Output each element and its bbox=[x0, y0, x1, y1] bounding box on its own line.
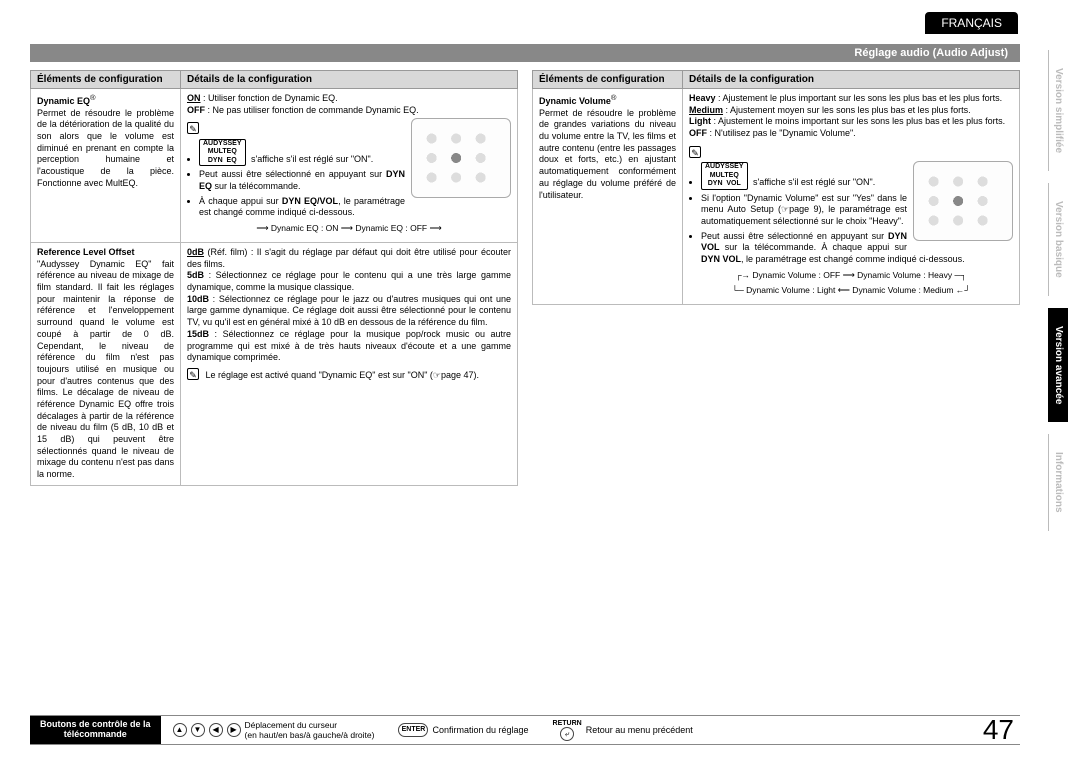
tab-advanced[interactable]: Version avancée bbox=[1048, 308, 1068, 422]
rlo-title: Reference Level Offset bbox=[37, 247, 135, 257]
deq-on: ON bbox=[187, 93, 201, 103]
cursor-desc: Déplacement du curseur bbox=[245, 720, 338, 730]
tab-information[interactable]: Informations bbox=[1048, 434, 1068, 531]
columns: Éléments de configuration Détails de la … bbox=[30, 70, 1020, 486]
th-details-r: Détails de la configuration bbox=[683, 71, 1020, 89]
deq-off-text: Ne pas utiliser fonction de commande Dyn… bbox=[213, 105, 419, 115]
rlo-foot: Le réglage est activé quand "Dynamic EQ"… bbox=[206, 370, 479, 380]
cursor-desc2: (en haut/en bas/à gauche/à droite) bbox=[245, 730, 375, 740]
deq-on-text: Utiliser fonction de Dynamic EQ. bbox=[208, 93, 338, 103]
left-key: ◀ bbox=[209, 723, 223, 737]
language-tab: FRANÇAIS bbox=[925, 12, 1018, 34]
audyssey-chip-2: AUDYSSEYMULTEQDYN VOL bbox=[701, 162, 748, 189]
note-icon-2: ✎ bbox=[187, 368, 199, 380]
return-label: RETURN bbox=[553, 720, 582, 727]
return-desc: Retour au menu précédent bbox=[586, 725, 693, 735]
th-items: Éléments de configuration bbox=[31, 71, 181, 89]
th-details: Détails de la configuration bbox=[181, 71, 518, 89]
cursor-keys: ▲ ▼ ◀ ▶ Déplacement du curseur (en haut/… bbox=[161, 720, 387, 740]
down-key: ▼ bbox=[191, 723, 205, 737]
return-key: ⤶ bbox=[560, 727, 574, 741]
section-title: Réglage audio (Audio Adjust) bbox=[30, 44, 1020, 62]
remote-illustration bbox=[411, 118, 511, 198]
note-icon: ✎ bbox=[187, 122, 199, 134]
dv-right: Heavy : Ajustement le plus important sur… bbox=[683, 89, 1020, 305]
dv-title: Dynamic Volume bbox=[539, 96, 611, 106]
deq-b2: À chaque appui sur DYN EQ/VOL, le paramé… bbox=[199, 196, 511, 219]
dv-left: Dynamic Volume® Permet de résoudre le pr… bbox=[533, 89, 683, 305]
deq-right: ON : Utiliser fonction de Dynamic EQ. OF… bbox=[181, 89, 518, 243]
footer-bar: Boutons de contrôle de la télécommande ▲… bbox=[30, 715, 1020, 745]
rlo-right: 0dB (Réf. film) : Il s'agit du réglage p… bbox=[181, 243, 518, 486]
deq-title: Dynamic EQ bbox=[37, 96, 90, 106]
deq-left: Dynamic EQ® Permet de résoudre le problè… bbox=[31, 89, 181, 243]
up-key: ▲ bbox=[173, 723, 187, 737]
footer-label: Boutons de contrôle de la télécommande bbox=[30, 716, 161, 744]
dv-flow2: └─ Dynamic Volume : Light ⟵ Dynamic Volu… bbox=[689, 285, 1013, 296]
deq-flow: ⟶ Dynamic EQ : ON ⟶ Dynamic EQ : OFF ⟶ bbox=[187, 223, 511, 234]
enter-key: ENTER bbox=[398, 723, 428, 737]
left-column: Éléments de configuration Détails de la … bbox=[30, 70, 518, 486]
side-tabs: Version simplifiée Version basique Versi… bbox=[1048, 50, 1068, 531]
right-key: ▶ bbox=[227, 723, 241, 737]
tab-basic[interactable]: Version basique bbox=[1048, 183, 1068, 296]
audyssey-chip: AUDYSSEYMULTEQDYN EQ bbox=[199, 139, 246, 166]
rlo-left: Reference Level Offset "Audyssey Dynamic… bbox=[31, 243, 181, 486]
tab-simplified[interactable]: Version simplifiée bbox=[1048, 50, 1068, 171]
enter-desc: Confirmation du réglage bbox=[432, 725, 528, 735]
page-number: 47 bbox=[983, 714, 1020, 746]
deq-desc: Permet de résoudre le problème de la dét… bbox=[37, 108, 174, 188]
enter-key-group: ENTER Confirmation du réglage bbox=[386, 723, 540, 737]
rlo-desc: "Audyssey Dynamic EQ" fait référence au … bbox=[37, 259, 174, 479]
right-table: Éléments de configuration Détails de la … bbox=[532, 70, 1020, 305]
th-items-r: Éléments de configuration bbox=[533, 71, 683, 89]
manual-page: FRANÇAIS Réglage audio (Audio Adjust) Él… bbox=[0, 0, 1080, 496]
dv-desc: Permet de résoudre le problème de grande… bbox=[539, 108, 676, 200]
note-icon-3: ✎ bbox=[689, 146, 701, 158]
left-table: Éléments de configuration Détails de la … bbox=[30, 70, 518, 486]
remote-illustration-2 bbox=[913, 161, 1013, 241]
dv-flow1: ┌→ Dynamic Volume : OFF ⟶ Dynamic Volume… bbox=[689, 270, 1013, 281]
right-column: Éléments de configuration Détails de la … bbox=[532, 70, 1020, 486]
return-key-group: RETURN ⤶ Retour au menu précédent bbox=[541, 720, 705, 741]
